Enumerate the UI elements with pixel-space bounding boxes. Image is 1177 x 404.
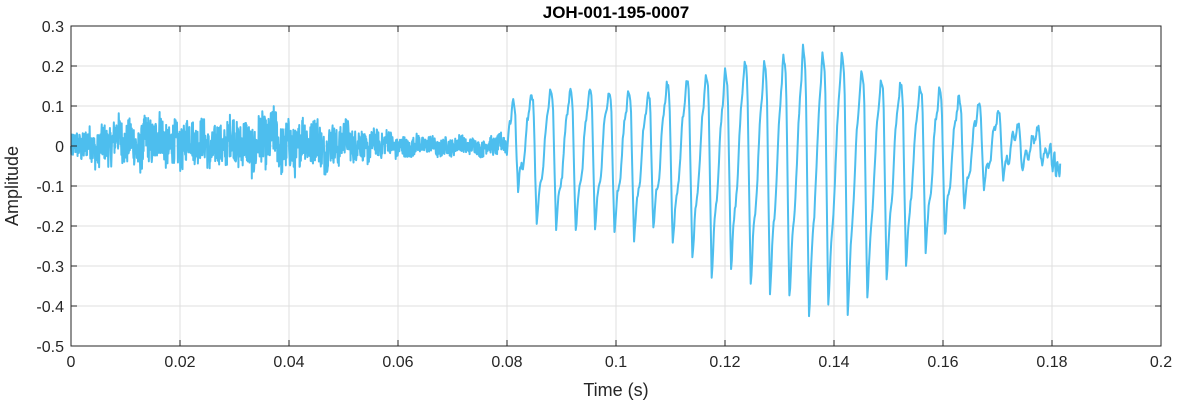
waveform-series-line xyxy=(70,43,1062,318)
y-axis-ticks: -0.5 -0.4 -0.3 -0.2 -0.1 0 0.1 0.2 0.3 xyxy=(36,19,1161,356)
y-tick-label: -0.3 xyxy=(36,259,64,276)
x-tick-label: 0.2 xyxy=(1150,354,1172,371)
x-tick-label: 0.02 xyxy=(164,354,195,371)
x-tick-label: 0 xyxy=(67,354,76,371)
x-tick-label: 0.18 xyxy=(1036,354,1067,371)
x-axis-ticks: 0 0.02 0.04 0.06 0.08 0.1 0.12 0.14 0.16 0.18 0.2 xyxy=(67,26,1172,371)
y-tick-label: -0.1 xyxy=(36,179,64,196)
x-tick-label: 0.14 xyxy=(818,354,849,371)
y-tick-label: -0.4 xyxy=(36,299,64,316)
x-tick-label: 0.04 xyxy=(273,354,304,371)
x-tick-label: 0.12 xyxy=(709,354,740,371)
y-tick-label: 0.2 xyxy=(42,59,64,76)
y-tick-label: -0.5 xyxy=(36,339,64,356)
chart-title: JOH-001-195-0007 xyxy=(543,3,689,22)
y-tick-label: 0 xyxy=(55,139,64,156)
x-tick-label: 0.06 xyxy=(382,354,413,371)
x-axis-label: Time (s) xyxy=(583,380,648,400)
y-tick-label: 0.1 xyxy=(42,99,64,116)
waveform-layer xyxy=(70,43,1062,318)
y-axis-label: Amplitude xyxy=(2,146,22,226)
x-tick-label: 0.16 xyxy=(927,354,958,371)
y-tick-label: 0.3 xyxy=(42,19,64,36)
x-tick-label: 0.08 xyxy=(491,354,522,371)
y-tick-label: -0.2 xyxy=(36,219,64,236)
x-tick-label: 0.1 xyxy=(605,354,627,371)
